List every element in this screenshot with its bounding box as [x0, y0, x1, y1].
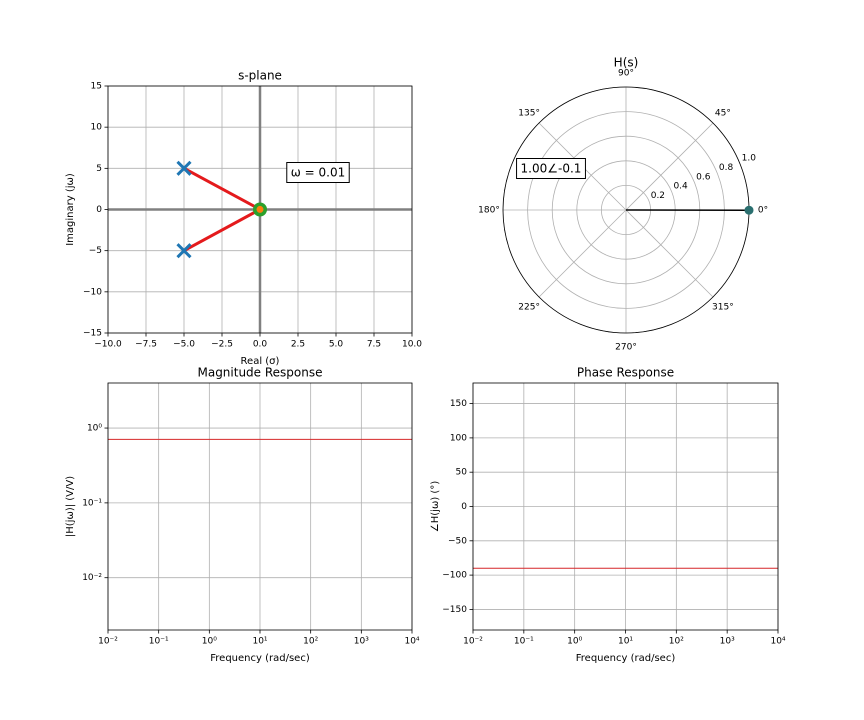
r-tick-label: 0.4 [673, 182, 688, 192]
y-tick-label: 10 [91, 123, 103, 133]
pole [176, 243, 192, 259]
chart-title: H(s) [614, 56, 639, 70]
x-tick-label: 10⁰ [202, 637, 217, 647]
y-tick-label: 150 [450, 399, 467, 409]
x-axis-label: Frequency (rad/sec) [210, 653, 310, 664]
y-tick-label: 10⁰ [87, 424, 102, 434]
y-axis-label: ∠H(jω) (°) [430, 481, 441, 533]
y-tick-label: 10⁻² [82, 573, 102, 583]
x-tick-label: −5.0 [173, 340, 195, 350]
chart-title: s-plane [238, 69, 282, 83]
plot-frame [107, 85, 413, 334]
y-tick-label: 5 [96, 164, 102, 174]
theta-tick-label: 45° [715, 109, 731, 119]
x-tick-label: 2.5 [291, 340, 305, 350]
x-tick-label: 10² [669, 637, 684, 647]
x-tick-label: 10⁻¹ [514, 637, 534, 647]
vector-tip [744, 205, 754, 215]
y-tick-label: 0 [96, 205, 102, 215]
x-axis-label: Frequency (rad/sec) [576, 653, 676, 664]
x-tick-label: 10⁴ [404, 637, 419, 647]
vector [183, 167, 261, 211]
r-tick-label: 1.0 [742, 153, 757, 163]
theta-tick-label: 180° [478, 206, 500, 216]
test-point [256, 205, 264, 213]
x-tick-label: 10³ [354, 637, 369, 647]
x-tick-label: 7.5 [367, 340, 381, 350]
chart-title: Magnitude Response [197, 366, 322, 380]
theta-tick-label: 315° [712, 302, 734, 312]
y-axis-label: Imaginary (jω) [65, 173, 76, 246]
x-tick-label: 10⁻¹ [149, 637, 169, 647]
y-tick-label: 50 [456, 468, 468, 478]
r-tick-label: 0.8 [719, 163, 734, 173]
y-tick-label: −150 [442, 605, 467, 615]
vector [183, 208, 261, 252]
x-tick-label: 5.0 [329, 340, 344, 350]
theta-tick-label: 225° [518, 302, 540, 312]
y-tick-label: 15 [91, 82, 102, 92]
theta-grid-line [625, 122, 714, 211]
annotation: ω = 0.01 [291, 166, 345, 180]
x-tick-label: 10² [303, 637, 318, 647]
x-tick-label: −10.0 [94, 340, 122, 350]
theta-tick-label: 90° [618, 69, 634, 79]
y-axis-label: |H(jω)| (V/V) [65, 476, 76, 537]
annotation: 1.00∠-0.1 [521, 162, 582, 176]
theta-grid-line [625, 209, 714, 298]
chart-title: Phase Response [577, 366, 674, 380]
theta-tick-label: 135° [518, 109, 540, 119]
x-tick-label: 10⁴ [770, 637, 785, 647]
x-tick-label: 10⁻² [463, 637, 483, 647]
y-tick-label: −100 [442, 571, 467, 581]
pole [176, 160, 192, 176]
x-tick-label: −7.5 [135, 340, 157, 350]
plot-frame [472, 382, 779, 631]
y-tick-label: −5 [89, 246, 102, 256]
y-tick-label: −50 [448, 536, 467, 546]
x-tick-label: −2.5 [211, 340, 233, 350]
x-tick-label: 0.0 [253, 340, 268, 350]
plot-frame [107, 382, 413, 631]
x-tick-label: 10⁻² [98, 637, 118, 647]
y-tick-label: −10 [83, 287, 102, 297]
theta-tick-label: 270° [615, 343, 637, 353]
y-tick-label: 0 [461, 502, 467, 512]
y-tick-label: −15 [83, 329, 102, 339]
y-tick-label: 100 [450, 433, 467, 443]
x-tick-label: 10³ [720, 637, 735, 647]
x-axis-label: Real (σ) [241, 356, 280, 367]
annotation-box [286, 162, 350, 183]
x-tick-label: 10⁰ [567, 637, 582, 647]
r-tick-label: 0.2 [651, 191, 665, 201]
y-tick-label: 10⁻¹ [82, 498, 102, 508]
x-tick-label: 10¹ [252, 637, 267, 647]
x-tick-label: 10.0 [402, 340, 422, 350]
annotation-box [516, 158, 586, 179]
theta-grid-line [538, 209, 627, 298]
r-tick-label: 0.6 [696, 172, 711, 182]
theta-tick-label: 0° [758, 206, 768, 216]
x-tick-label: 10¹ [618, 637, 633, 647]
